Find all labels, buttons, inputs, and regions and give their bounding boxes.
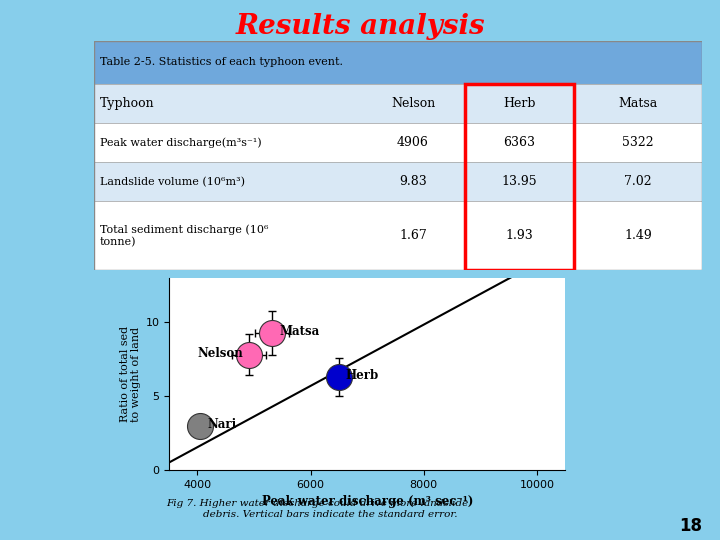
Text: 5322: 5322 [622, 136, 654, 149]
Text: 13.95: 13.95 [502, 175, 537, 188]
Text: Fig 7. Higher water discharge could drive more landslide
        debris. Vertica: Fig 7. Higher water discharge could driv… [166, 500, 468, 519]
Point [243, 350, 254, 359]
Bar [94, 84, 702, 123]
Text: 1.49: 1.49 [624, 229, 652, 242]
Bar [94, 162, 702, 201]
Point [194, 421, 206, 430]
Text: Herb: Herb [503, 97, 536, 110]
Text: Nelson: Nelson [197, 347, 243, 360]
Y-axis label: Ratio of total sed
to weight of land: Ratio of total sed to weight of land [120, 326, 141, 422]
Text: Herb: Herb [346, 369, 379, 382]
Text: 1.67: 1.67 [399, 229, 427, 242]
Bar [94, 201, 702, 270]
Text: Nari: Nari [207, 417, 236, 430]
Text: 18: 18 [679, 517, 702, 535]
Bar [94, 123, 702, 162]
Text: Typhoon: Typhoon [99, 97, 154, 110]
Text: 6363: 6363 [503, 136, 536, 149]
X-axis label: Peak water discharge (m³ sec⁻¹): Peak water discharge (m³ sec⁻¹) [261, 495, 473, 508]
Text: 4906: 4906 [397, 136, 429, 149]
Text: Table 2-5. Statistics of each typhoon event.: Table 2-5. Statistics of each typhoon ev… [99, 57, 343, 68]
Text: Matsa: Matsa [618, 97, 658, 110]
Text: 7.02: 7.02 [624, 175, 652, 188]
Text: Landslide volume (10⁶m³): Landslide volume (10⁶m³) [99, 177, 245, 187]
Text: Matsa: Matsa [279, 325, 319, 338]
Bar [464, 84, 575, 270]
Point [333, 373, 345, 381]
Text: 9.83: 9.83 [399, 175, 427, 188]
Text: Total sediment discharge (10⁶
tonne): Total sediment discharge (10⁶ tonne) [99, 224, 268, 247]
Text: 1.93: 1.93 [505, 229, 534, 242]
Text: Results analysis: Results analysis [235, 14, 485, 40]
Point [266, 328, 278, 337]
Bar [94, 40, 702, 84]
Text: Nelson: Nelson [391, 97, 435, 110]
Text: Peak water discharge(m³s⁻¹): Peak water discharge(m³s⁻¹) [99, 137, 261, 148]
